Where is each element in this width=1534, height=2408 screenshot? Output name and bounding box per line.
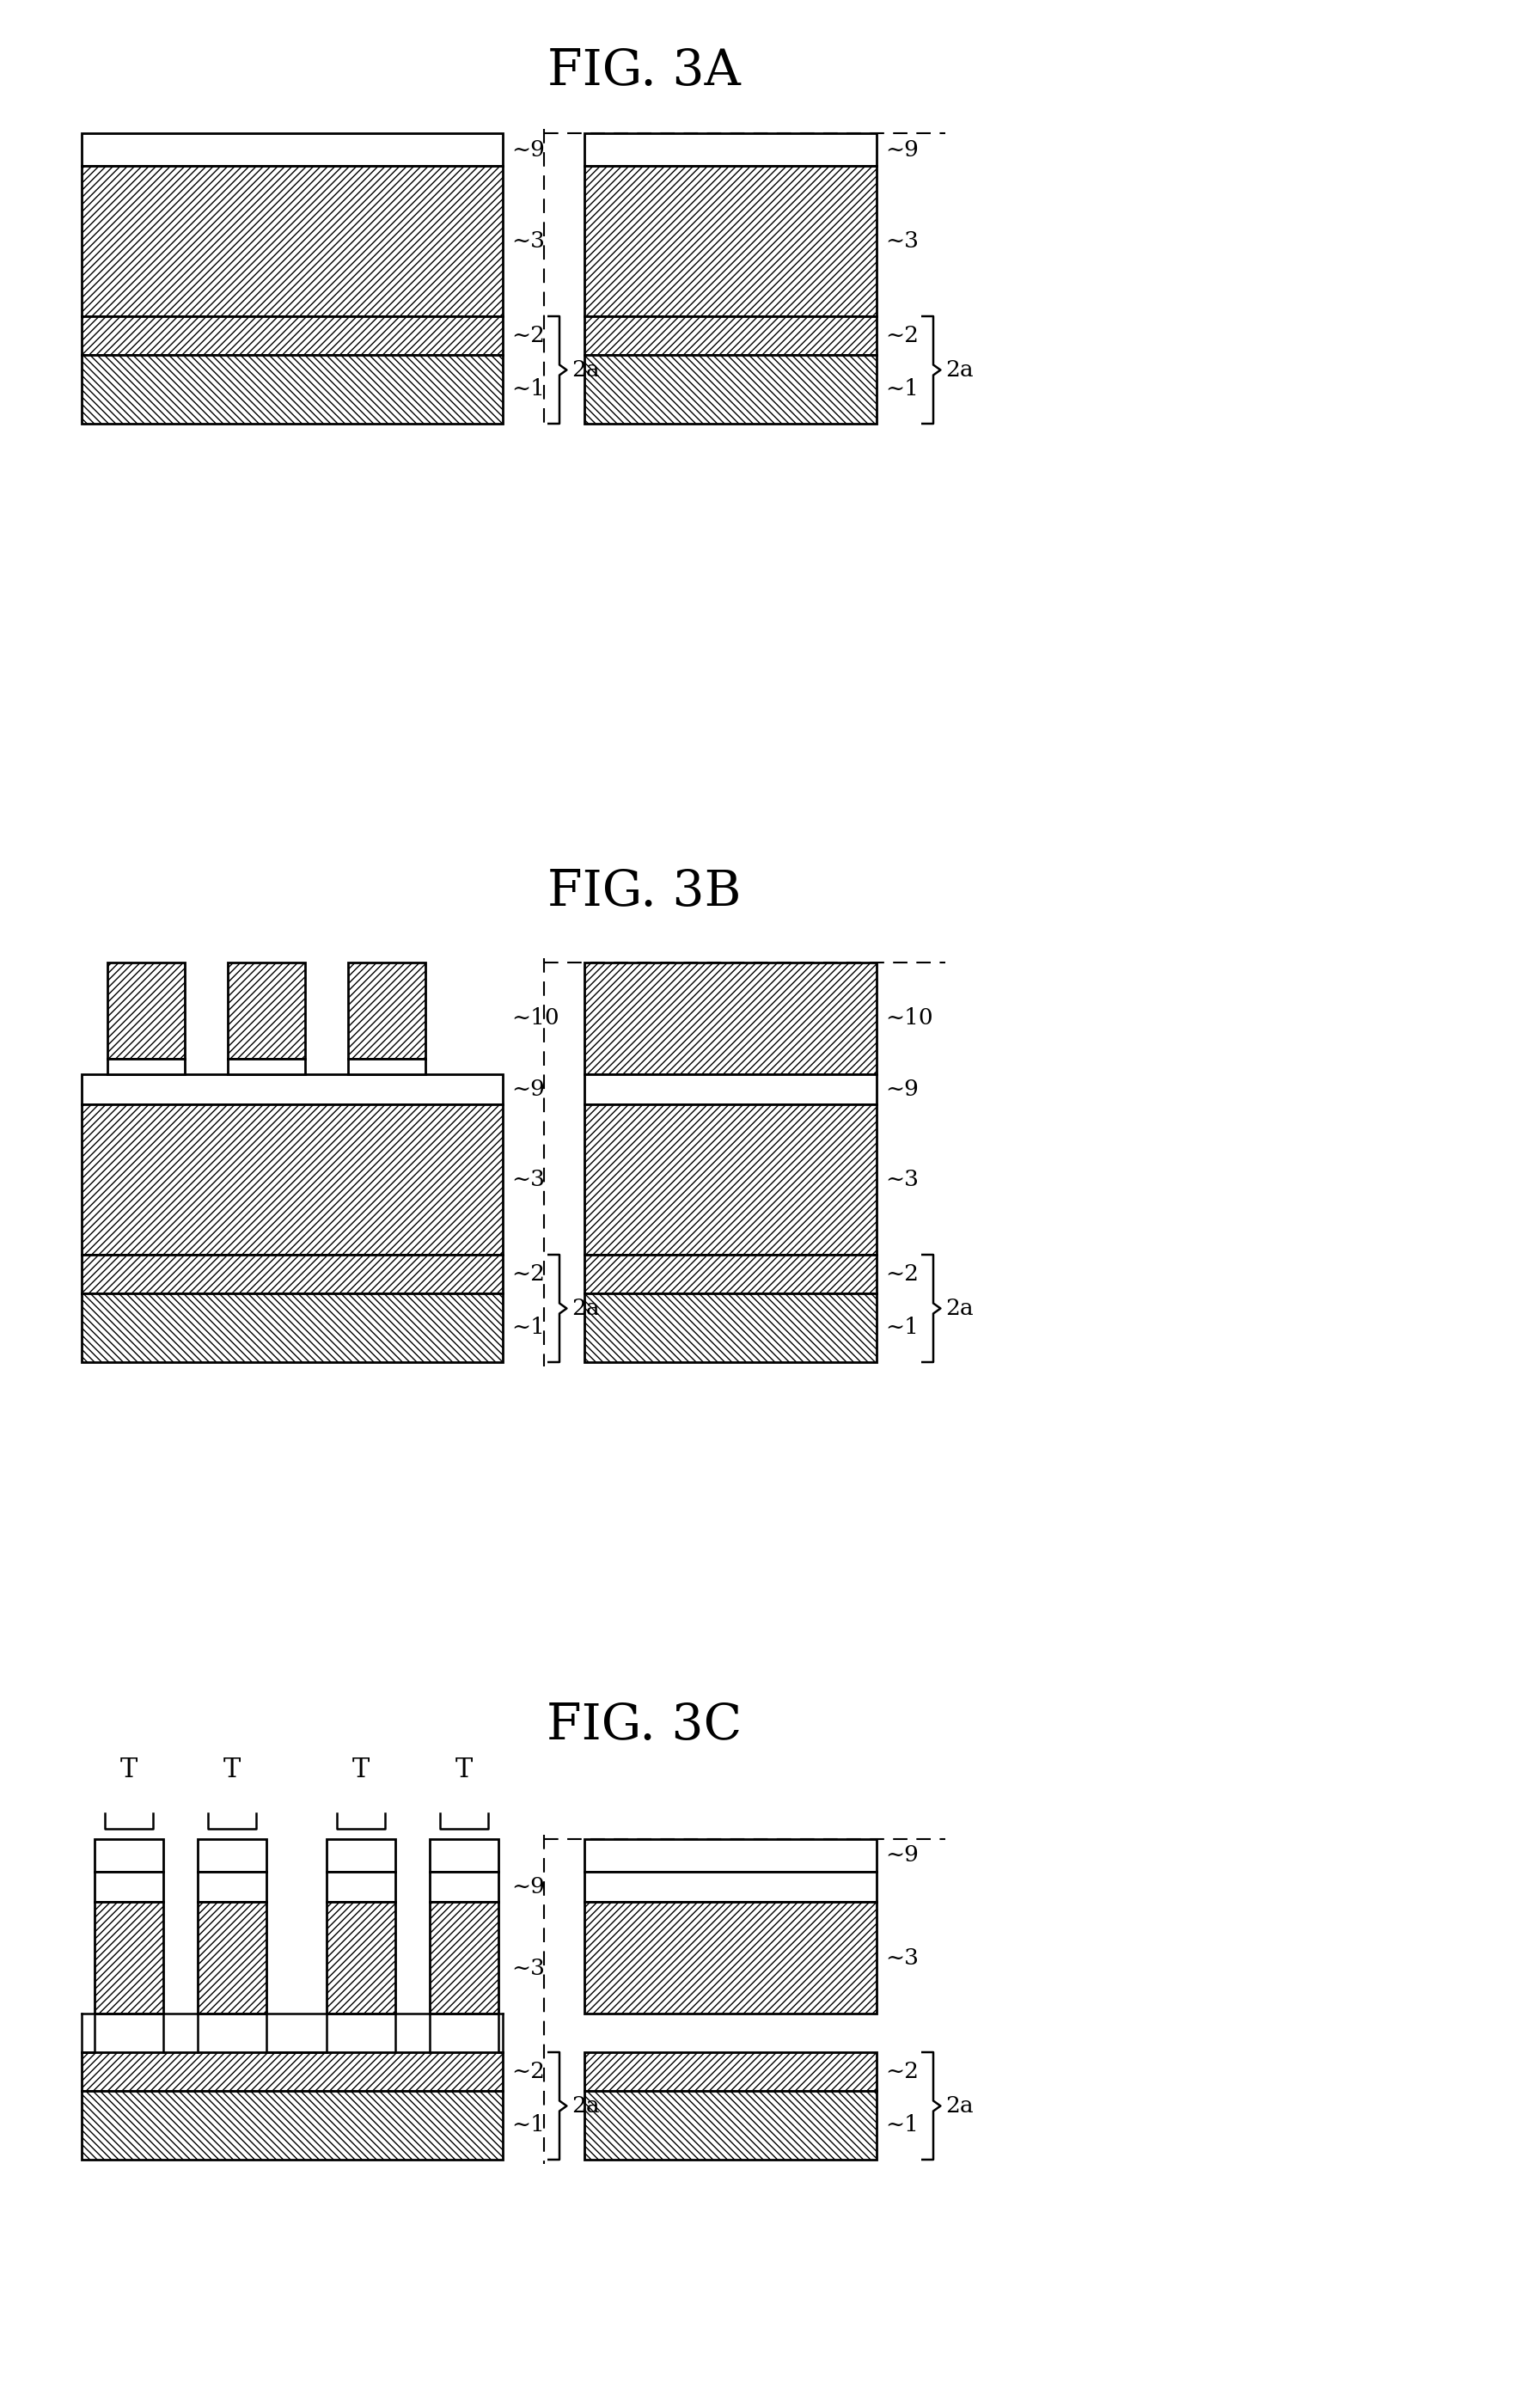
Bar <box>198 1902 267 2013</box>
Bar <box>81 2090 503 2160</box>
Bar <box>584 1840 876 1871</box>
Text: T: T <box>456 1755 472 1784</box>
Text: ∼9: ∼9 <box>511 1079 545 1100</box>
Bar <box>81 132 503 166</box>
Bar <box>584 1902 876 2013</box>
Text: ∼1: ∼1 <box>511 1317 545 1339</box>
Bar <box>584 1871 876 1902</box>
Bar <box>584 1074 876 1105</box>
Text: 2a: 2a <box>945 359 974 380</box>
Bar <box>584 1255 876 1293</box>
Bar <box>198 1840 267 1871</box>
Text: ∼2: ∼2 <box>511 1264 545 1286</box>
Text: ∼2: ∼2 <box>885 325 919 347</box>
Bar <box>81 1293 503 1363</box>
Text: ∼9: ∼9 <box>511 140 545 161</box>
Bar <box>81 2013 95 2052</box>
Bar <box>81 1074 503 1105</box>
Bar <box>227 1060 305 1074</box>
Text: 2a: 2a <box>572 2095 600 2117</box>
Text: T: T <box>353 1755 370 1784</box>
Bar <box>584 315 876 354</box>
Text: T: T <box>120 1755 138 1784</box>
Bar <box>584 132 876 166</box>
Bar <box>584 166 876 315</box>
Text: FIG. 3C: FIG. 3C <box>546 1702 742 1751</box>
Text: ∼9: ∼9 <box>885 1845 919 1866</box>
Bar <box>327 1871 396 1902</box>
Text: ∼3: ∼3 <box>511 1958 545 1979</box>
Bar <box>81 354 503 424</box>
Text: ∼2: ∼2 <box>885 2061 919 2083</box>
Text: ∼1: ∼1 <box>885 1317 919 1339</box>
Bar <box>227 963 305 1060</box>
Bar <box>107 963 184 1060</box>
Text: ∼3: ∼3 <box>511 231 545 253</box>
Text: ∼9: ∼9 <box>511 1876 545 1898</box>
Text: 2a: 2a <box>572 359 600 380</box>
Text: ∼10: ∼10 <box>511 1007 558 1028</box>
Text: ∼1: ∼1 <box>511 2114 545 2136</box>
Text: 2a: 2a <box>945 1298 974 1320</box>
Bar <box>95 1840 163 1871</box>
Text: ∼2: ∼2 <box>885 1264 919 1286</box>
Text: ∼10: ∼10 <box>885 1007 933 1028</box>
Text: ∼3: ∼3 <box>885 1948 919 1967</box>
Bar <box>267 2013 327 2052</box>
Text: ∼3: ∼3 <box>885 1168 919 1190</box>
Bar <box>584 2052 876 2090</box>
Bar <box>327 1902 396 2013</box>
Bar <box>584 2090 876 2160</box>
Bar <box>348 963 425 1060</box>
Bar <box>430 1871 499 1902</box>
Bar <box>430 1902 499 2013</box>
Bar <box>584 354 876 424</box>
Bar <box>430 1840 499 1871</box>
Bar <box>95 1871 163 1902</box>
Bar <box>584 1293 876 1363</box>
Bar <box>81 315 503 354</box>
Bar <box>327 1840 396 1871</box>
Bar <box>81 166 503 315</box>
Text: 2a: 2a <box>945 2095 974 2117</box>
Bar <box>81 2052 503 2090</box>
Bar <box>81 1255 503 1293</box>
Text: 2a: 2a <box>572 1298 600 1320</box>
Text: ∼9: ∼9 <box>885 1079 919 1100</box>
Text: ∼2: ∼2 <box>511 325 545 347</box>
Text: ∼1: ∼1 <box>511 378 545 400</box>
Text: ∼3: ∼3 <box>885 231 919 253</box>
Text: ∼1: ∼1 <box>885 2114 919 2136</box>
Bar <box>198 1871 267 1902</box>
Text: ∼9: ∼9 <box>885 140 919 161</box>
Bar <box>107 1060 184 1074</box>
Text: ∼1: ∼1 <box>885 378 919 400</box>
Text: ∼3: ∼3 <box>511 1168 545 1190</box>
Bar <box>584 1105 876 1255</box>
Text: ∼2: ∼2 <box>511 2061 545 2083</box>
Bar <box>584 963 876 1074</box>
Bar <box>348 1060 425 1074</box>
Bar <box>95 1902 163 2013</box>
Text: T: T <box>224 1755 241 1784</box>
Bar <box>499 2013 503 2052</box>
Text: FIG. 3B: FIG. 3B <box>548 867 741 915</box>
Bar <box>81 1105 503 1255</box>
Text: FIG. 3A: FIG. 3A <box>548 48 741 96</box>
